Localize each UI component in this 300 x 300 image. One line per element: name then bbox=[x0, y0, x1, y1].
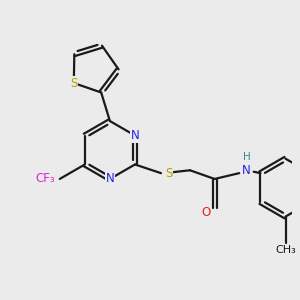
Text: CF₃: CF₃ bbox=[36, 172, 56, 185]
Text: H: H bbox=[243, 152, 250, 162]
Text: N: N bbox=[106, 172, 114, 185]
Text: S: S bbox=[70, 76, 77, 89]
Text: S: S bbox=[165, 167, 173, 180]
Text: CH₃: CH₃ bbox=[275, 245, 296, 255]
Text: N: N bbox=[242, 164, 251, 177]
Text: N: N bbox=[130, 129, 139, 142]
Text: O: O bbox=[201, 206, 210, 219]
